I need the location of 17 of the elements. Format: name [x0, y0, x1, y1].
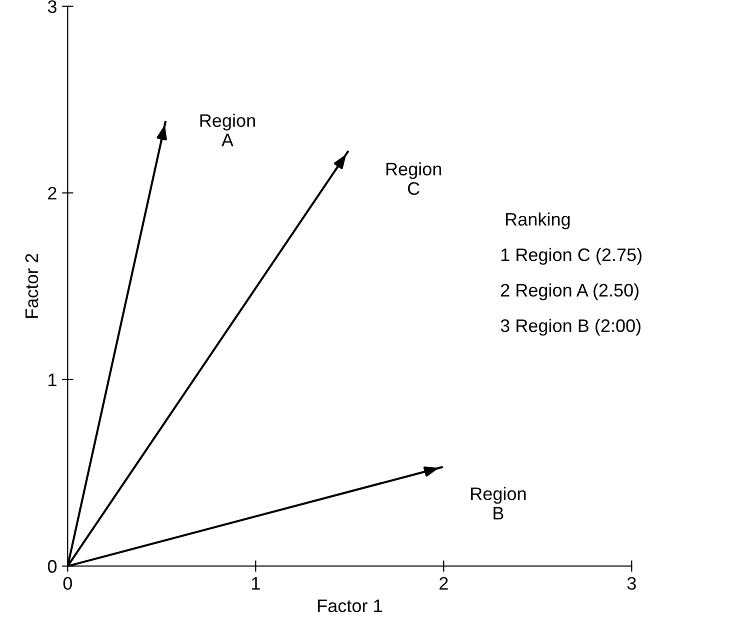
annotation: 3 Region B (2:00)	[500, 318, 640, 336]
x-tick-label: 0	[63, 576, 72, 590]
y-tick-label: 1	[48, 374, 56, 386]
x-tick-label: 1	[252, 577, 260, 590]
annotation: 1 Region C (2.75)	[501, 248, 642, 265]
annotation: 2 Region A (2.50)	[500, 283, 638, 300]
series-label: Region B	[471, 486, 526, 520]
y-axis-title: Factor 2	[25, 254, 38, 318]
x-tick-label: 3	[627, 576, 636, 590]
y-tick-label: 3	[48, 0, 56, 14]
annotation: Ranking	[506, 212, 570, 230]
y-tick-label: 0	[48, 560, 57, 573]
x-axis-title: Factor 1	[318, 600, 382, 612]
x-tick-label: 2	[440, 576, 448, 590]
y-tick-label: 2	[48, 186, 56, 200]
legend-label: Region A	[200, 114, 255, 146]
legend-label: Region C	[386, 162, 442, 195]
